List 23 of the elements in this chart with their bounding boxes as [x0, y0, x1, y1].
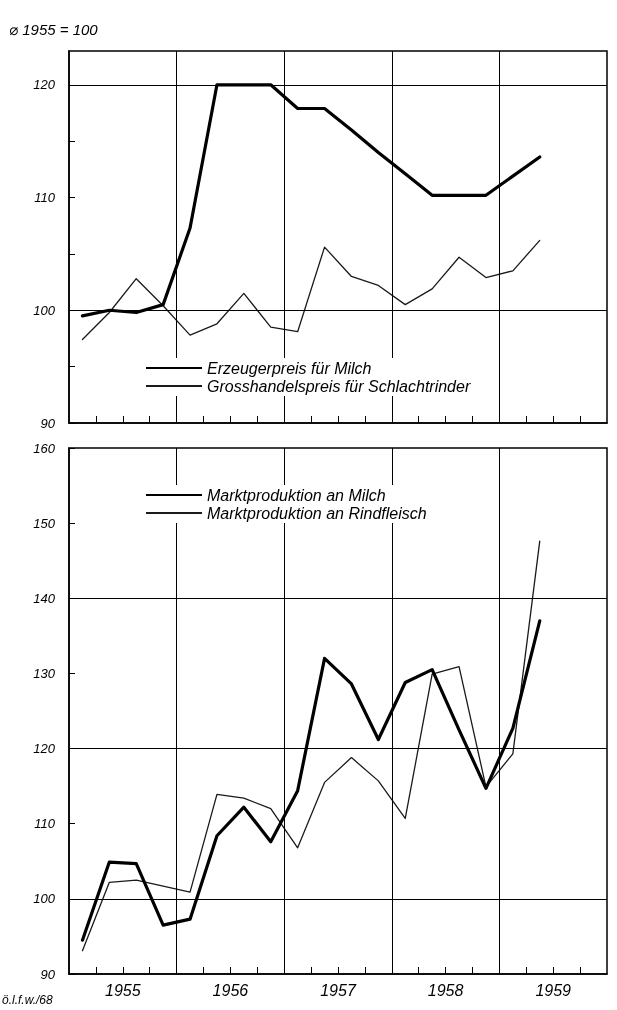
- x-tick-label: 1956: [212, 981, 249, 999]
- y-tick-label: 100: [33, 891, 56, 907]
- text: ö.l.f.w./68: [2, 993, 54, 1007]
- legend-label: Grosshandelspreis für Schlachtrinder: [207, 377, 471, 395]
- y-tick-label: 130: [33, 665, 56, 681]
- y-tick-label: 120: [33, 741, 56, 757]
- y-tick-label: 160: [33, 440, 56, 456]
- y-tick-label: 110: [34, 816, 56, 832]
- x-tick-label: 1955: [105, 981, 141, 999]
- x-tick-label: 1959: [535, 981, 572, 999]
- y-tick-label: 100: [33, 302, 56, 318]
- legend-label: Marktproduktion an Milch: [207, 486, 386, 504]
- y-tick-label: 140: [33, 590, 56, 606]
- y-tick-label: 90: [40, 966, 56, 982]
- y-tick-label: 90: [40, 415, 56, 431]
- y-axis-title: ⌀ 1955 = 100: [9, 21, 99, 38]
- legend-label: Erzeugerpreis für Milch: [207, 359, 372, 377]
- y-tick-label: 110: [34, 190, 56, 206]
- x-tick-label: 1957: [320, 981, 357, 999]
- x-tick-label: 1958: [427, 981, 464, 999]
- y-tick-label: 120: [33, 77, 56, 93]
- y-tick-label: 150: [33, 515, 56, 531]
- legend-label: Marktproduktion an Rindfleisch: [207, 504, 427, 522]
